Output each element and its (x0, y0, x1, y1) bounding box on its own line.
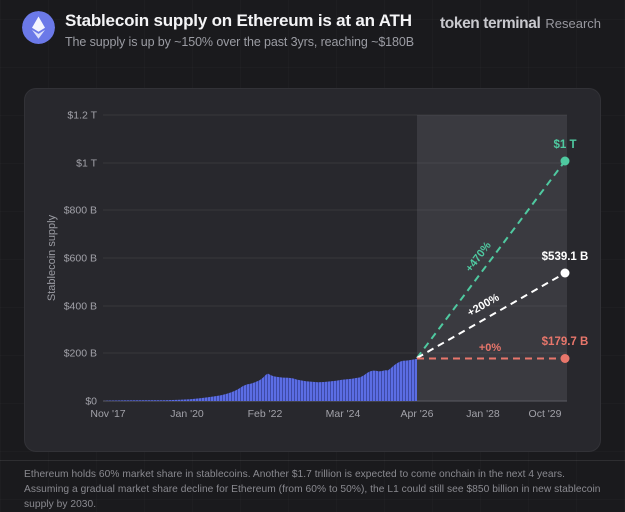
growth-label-bear: +0% (479, 342, 502, 354)
x-tick-jan28: Jan '28 (466, 408, 500, 420)
header-text: Stablecoin supply on Ethereum is at an A… (65, 11, 414, 49)
y-tick-400: $400 B (64, 301, 97, 313)
y-tick-800: $800 B (64, 205, 97, 217)
brand-suffix: Research (545, 16, 601, 31)
projection-label-base: $539.1 B (542, 251, 589, 263)
projection-dot-base (560, 268, 570, 278)
header: Stablecoin supply on Ethereum is at an A… (22, 11, 414, 49)
x-tick-feb22: Feb '22 (248, 408, 283, 420)
x-tick-mar24: Mar '24 (326, 408, 361, 420)
x-tick-nov17: Nov '17 (90, 408, 125, 420)
projection-label-bull: $1 T (553, 139, 576, 151)
footer-divider (0, 460, 625, 461)
y-axis-title: Stablecoin supply (46, 214, 58, 301)
projection-line-base (416, 272, 566, 359)
x-tick-jan20: Jan '20 (170, 408, 204, 420)
area-series-historical (103, 358, 417, 401)
y-tick-1200: $1.2 T (67, 110, 97, 122)
page-subtitle: The supply is up by ~150% over the past … (65, 35, 414, 49)
chart-canvas: $1 T $539.1 B $179.7 B +470% +200% +0% $… (46, 110, 589, 421)
y-tick-200: $200 B (64, 348, 97, 360)
y-tick-600: $600 B (64, 253, 97, 265)
brand-name: token terminal (440, 15, 541, 32)
brand-logo: token terminal Research (440, 15, 601, 33)
projection-dot-bull (560, 156, 570, 166)
projection-label-bear: $179.7 B (542, 336, 589, 348)
ethereum-icon (22, 11, 55, 44)
page-title: Stablecoin supply on Ethereum is at an A… (65, 11, 412, 30)
projection-dot-bear (560, 354, 570, 363)
projection-line-bull (416, 160, 566, 359)
chart-card: $1 T $539.1 B $179.7 B +470% +200% +0% $… (24, 88, 601, 452)
x-tick-apr26: Apr '26 (401, 408, 434, 420)
gridlines (103, 114, 567, 354)
y-tick-0: $0 (85, 396, 97, 408)
y-tick-1000: $1 T (76, 158, 97, 170)
footer-note: Ethereum holds 60% market share in stabl… (24, 469, 601, 510)
x-tick-oct29: Oct '29 (529, 408, 562, 420)
